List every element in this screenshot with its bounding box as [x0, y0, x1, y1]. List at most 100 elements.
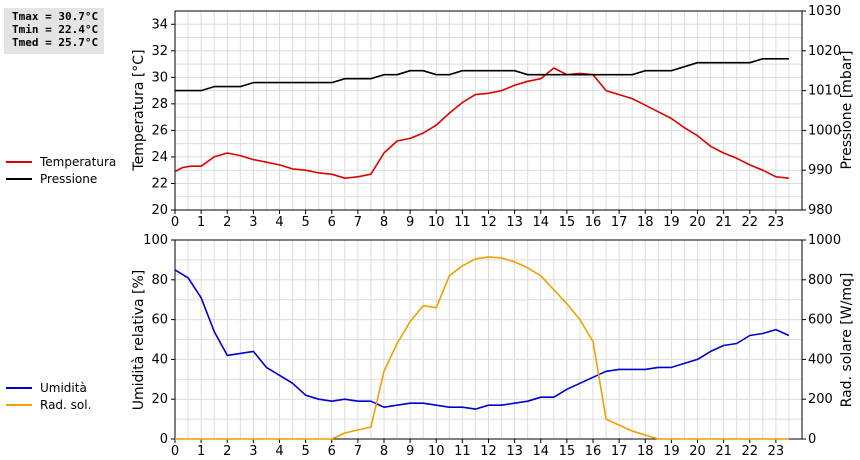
tmax-stat: Tmax = 30.7°C [12, 10, 99, 23]
legend-item-temperatura: Temperatura [6, 153, 116, 170]
x-tick-label: 23 [768, 444, 785, 459]
y-axis-title-top: Temperatura [°C] [131, 49, 147, 171]
x-tick-label: 2 [223, 444, 231, 459]
series-line-rad-sol [175, 256, 789, 440]
y2-tick-label: 980 [808, 203, 833, 218]
x-tick-label: 10 [428, 444, 445, 459]
x-tick-label: 1 [197, 215, 205, 230]
y2-tick-label: 1010 [808, 84, 841, 99]
x-tick-label: 9 [406, 444, 414, 459]
x-tick-label: 20 [689, 215, 706, 230]
legend-swatch-temperatura [6, 160, 32, 163]
y-tick-label: 24 [151, 150, 168, 165]
legend-swatch-umidita [6, 386, 32, 389]
legend-top: Temperatura Pressione [6, 153, 116, 187]
x-tick-label: 3 [249, 215, 257, 230]
x-tick-label: 13 [506, 444, 523, 459]
x-tick-label: 19 [663, 215, 680, 230]
legend-item-rad-sol: Rad. sol. [6, 396, 91, 413]
x-tick-label: 11 [454, 215, 471, 230]
legend-label-temperatura: Temperatura [40, 154, 117, 169]
legend-item-pressione: Pressione [6, 170, 116, 187]
legend-swatch-rad-sol [6, 403, 32, 406]
x-tick-label: 8 [380, 215, 388, 230]
x-tick-label: 6 [328, 215, 336, 230]
x-tick-label: 12 [480, 215, 497, 230]
x-tick-label: 13 [506, 215, 523, 230]
stats-box: Tmax = 30.7°C Tmin = 22.4°C Tmed = 25.7°C [4, 8, 104, 54]
x-tick-label: 16 [585, 444, 602, 459]
x-tick-label: 17 [611, 215, 628, 230]
x-tick-label: 20 [689, 444, 706, 459]
y-tick-label: 20 [151, 203, 168, 218]
y2-tick-label: 0 [808, 432, 816, 447]
legend-item-umidita: Umidità [6, 379, 91, 396]
tmin-stat: Tmin = 22.4°C [12, 23, 99, 36]
x-tick-label: 8 [380, 444, 388, 459]
legend-label-umidita: Umidità [40, 380, 87, 395]
x-tick-label: 12 [480, 444, 497, 459]
y-tick-label: 100 [143, 233, 168, 248]
x-tick-label: 7 [354, 444, 362, 459]
x-tick-label: 1 [197, 444, 205, 459]
x-tick-label: 0 [171, 444, 179, 459]
x-tick-label: 10 [428, 215, 445, 230]
y-tick-label: 32 [151, 44, 168, 59]
y-tick-label: 40 [151, 352, 168, 367]
x-tick-label: 18 [637, 215, 654, 230]
y2-axis-title-bottom: Rad. solare [W/mq] [839, 273, 855, 408]
y2-axis-title-top: Pressione [mbar] [839, 50, 855, 169]
x-tick-label: 11 [454, 444, 471, 459]
x-tick-label: 5 [301, 444, 309, 459]
x-tick-label: 19 [663, 444, 680, 459]
x-tick-label: 16 [585, 215, 602, 230]
y-tick-label: 20 [151, 392, 168, 407]
x-tick-label: 14 [532, 444, 549, 459]
y2-tick-label: 200 [808, 392, 833, 407]
y-tick-label: 30 [151, 70, 168, 85]
x-tick-label: 9 [406, 215, 414, 230]
y2-tick-label: 600 [808, 313, 833, 328]
x-tick-label: 22 [741, 215, 758, 230]
legend-bottom: Umidità Rad. sol. [6, 379, 91, 413]
series-line-pressione [175, 57, 789, 92]
y-tick-label: 0 [160, 432, 168, 447]
series-line-umidit [174, 269, 790, 410]
x-tick-label: 4 [275, 444, 283, 459]
y2-tick-label: 990 [808, 163, 833, 178]
y2-tick-label: 1000 [808, 233, 841, 248]
y-tick-label: 26 [151, 123, 168, 138]
y2-tick-label: 1020 [808, 44, 841, 59]
x-tick-label: 23 [768, 215, 785, 230]
x-tick-label: 15 [559, 215, 576, 230]
x-tick-label: 14 [532, 215, 549, 230]
x-tick-label: 22 [741, 444, 758, 459]
x-tick-label: 6 [328, 444, 336, 459]
y2-tick-label: 800 [808, 273, 833, 288]
y2-tick-label: 400 [808, 352, 833, 367]
x-tick-label: 3 [249, 444, 257, 459]
x-tick-label: 17 [611, 444, 628, 459]
x-tick-label: 21 [715, 215, 732, 230]
series-line-temperatura [174, 67, 789, 179]
legend-swatch-pressione [6, 177, 32, 180]
x-tick-label: 5 [301, 215, 309, 230]
y-tick-label: 60 [151, 313, 168, 328]
y-axis-title-bottom: Umidità relativa [%] [131, 270, 147, 411]
x-tick-label: 0 [171, 215, 179, 230]
x-tick-label: 15 [559, 444, 576, 459]
y-tick-label: 28 [151, 97, 168, 112]
y-tick-label: 80 [151, 273, 168, 288]
tmed-stat: Tmed = 25.7°C [12, 36, 99, 49]
x-tick-label: 2 [223, 215, 231, 230]
y2-tick-label: 1000 [808, 123, 841, 138]
x-tick-label: 21 [715, 444, 732, 459]
legend-label-rad-sol: Rad. sol. [40, 397, 92, 412]
x-tick-label: 4 [275, 215, 283, 230]
y-tick-label: 34 [151, 17, 168, 32]
y-tick-label: 22 [151, 176, 168, 191]
x-tick-label: 7 [354, 215, 362, 230]
y2-tick-label: 1030 [808, 4, 841, 19]
